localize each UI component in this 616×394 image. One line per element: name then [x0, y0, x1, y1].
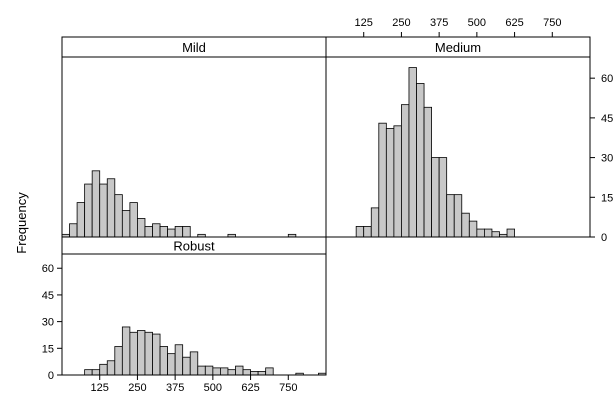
bar-mild-275 — [144, 226, 153, 238]
bar-medium-600 — [506, 228, 515, 238]
bar-medium-475 — [468, 220, 478, 238]
strip-robust — [61, 236, 327, 255]
x-tick-label: 750 — [279, 382, 297, 394]
y-tick-label: 0 — [601, 232, 607, 244]
bar-medium-350 — [431, 157, 440, 238]
x-tick-label: 250 — [128, 382, 146, 394]
bar-medium-100 — [355, 226, 365, 238]
strip-label-medium: Medium — [435, 40, 481, 55]
bar-robust-100 — [91, 369, 101, 376]
bar-mild-75 — [84, 183, 93, 238]
bar-mild-100 — [91, 170, 101, 238]
x-axis-top: 125 250 375 500 625 750 — [355, 17, 561, 37]
panel-robust: Robust — [61, 236, 327, 376]
y-tick-label: 45 — [601, 113, 613, 125]
y-tick-label: 60 — [42, 263, 54, 275]
bar-robust-500 — [212, 367, 221, 376]
bar-medium-200 — [385, 128, 395, 238]
bar-mild-375 — [174, 226, 184, 238]
bar-medium-325 — [423, 106, 432, 238]
strip-label-mild: Mild — [182, 40, 206, 55]
bar-robust-375 — [174, 344, 184, 376]
bar-robust-275 — [144, 331, 153, 376]
bar-mild-325 — [159, 226, 168, 238]
x-tick-label: 375 — [166, 382, 184, 394]
bar-medium-400 — [446, 194, 455, 238]
bar-robust-300 — [152, 333, 161, 376]
x-tick-label: 125 — [355, 17, 373, 29]
x-tick-label: 375 — [430, 17, 448, 29]
bar-mild-150 — [106, 178, 116, 238]
strip-medium — [325, 36, 591, 58]
bar-medium-425 — [453, 194, 463, 238]
bar-robust-350 — [167, 353, 176, 376]
x-tick-label: 625 — [505, 17, 523, 29]
panel-medium: Medium — [325, 36, 591, 238]
bar-medium-500 — [476, 228, 485, 238]
bar-robust-75 — [84, 369, 93, 376]
panel-mild: Mild — [61, 36, 327, 238]
bar-medium-150 — [370, 207, 380, 238]
bar-robust-250 — [137, 330, 146, 376]
y-tick-label: 15 — [601, 192, 613, 204]
bar-mild-400 — [182, 226, 191, 238]
y-tick-label: 0 — [48, 370, 54, 382]
y-tick-label: 45 — [42, 290, 54, 302]
bar-medium-450 — [461, 212, 470, 238]
y-tick-label: 15 — [42, 343, 54, 355]
bar-medium-550 — [491, 231, 500, 238]
bar-robust-625 — [250, 371, 259, 376]
y-tick-label: 30 — [601, 153, 613, 165]
bar-mild-25 — [69, 223, 78, 238]
x-tick-label: 250 — [392, 17, 410, 29]
panels: Mild Medium Robust 125 250 375 500 625 750 125 250… — [42, 17, 614, 394]
bar-medium-300 — [416, 83, 425, 238]
bar-robust-225 — [129, 331, 138, 376]
bar-robust-550 — [227, 369, 236, 376]
x-tick-label: 500 — [204, 382, 222, 394]
bar-mild-175 — [114, 194, 123, 238]
bar-mild-300 — [152, 223, 161, 238]
x-tick-label: 750 — [543, 17, 561, 29]
x-tick-label: 625 — [241, 382, 259, 394]
bar-robust-475 — [204, 365, 214, 376]
bar-medium-250 — [401, 104, 410, 238]
bar-robust-200 — [121, 326, 131, 376]
bar-mild-200 — [121, 210, 131, 238]
x-tick-label: 500 — [468, 17, 486, 29]
bar-mild-50 — [76, 202, 86, 238]
x-tick-label: 125 — [91, 382, 109, 394]
y-tick-label: 60 — [601, 73, 613, 85]
bar-robust-575 — [235, 365, 244, 376]
bar-medium-375 — [438, 157, 448, 238]
bar-mild-125 — [99, 183, 108, 238]
bar-medium-525 — [483, 228, 493, 238]
y-tick-label: 30 — [42, 317, 54, 329]
x-axis-bottom: 125 250 375 500 625 750 — [91, 375, 297, 394]
bar-mild-250 — [137, 218, 146, 238]
bar-robust-650 — [257, 371, 267, 376]
bar-mild-350 — [167, 228, 176, 238]
bar-robust-325 — [159, 346, 168, 376]
y-axis-right: 0 15 30 45 60 — [590, 73, 613, 244]
bar-medium-125 — [363, 226, 372, 238]
bar-robust-425 — [189, 351, 199, 376]
bar-robust-175 — [114, 346, 123, 376]
y-axis-title: Frequency — [14, 192, 29, 254]
bar-robust-400 — [182, 356, 191, 376]
bar-medium-275 — [408, 67, 417, 238]
bar-robust-150 — [106, 360, 116, 376]
y-axis-left: 0 15 30 45 60 — [42, 263, 62, 382]
bar-robust-600 — [242, 369, 251, 376]
bar-robust-675 — [265, 367, 274, 376]
strip-label-robust: Robust — [173, 239, 215, 254]
bar-robust-125 — [99, 363, 108, 376]
bar-medium-175 — [378, 122, 387, 238]
bar-robust-450 — [197, 365, 206, 376]
bar-medium-225 — [393, 125, 402, 238]
bar-robust-525 — [219, 367, 229, 376]
bar-mild-225 — [129, 202, 138, 238]
